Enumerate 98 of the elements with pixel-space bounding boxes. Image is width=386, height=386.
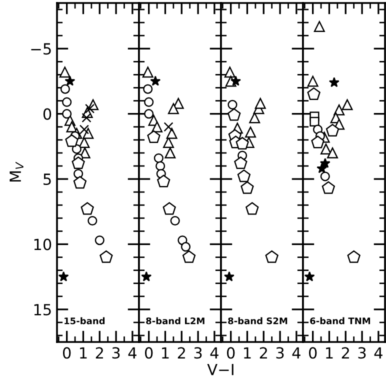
point xyxy=(316,163,328,174)
point xyxy=(164,122,174,132)
point xyxy=(66,121,78,132)
point xyxy=(326,124,340,136)
point xyxy=(82,112,92,123)
y-axis-title: M$_{V}$ xyxy=(10,162,24,182)
point xyxy=(156,161,166,171)
point xyxy=(72,156,85,170)
x-tick-label: 3 xyxy=(358,347,366,359)
point xyxy=(62,97,72,107)
point xyxy=(64,76,76,86)
point xyxy=(144,109,154,119)
x-tick-label: 4 xyxy=(210,347,218,358)
point xyxy=(224,271,234,282)
point xyxy=(224,66,236,78)
point xyxy=(82,128,94,139)
point xyxy=(150,76,161,86)
x-tick-label: 0 xyxy=(144,347,153,359)
point xyxy=(320,172,330,182)
point xyxy=(78,137,90,148)
point xyxy=(342,99,353,110)
x-tick-label: 4 xyxy=(128,347,136,358)
x-tick-label: 0 xyxy=(226,347,235,359)
y-tick-label: −5 xyxy=(31,43,51,55)
x-tick-label: 3 xyxy=(194,347,202,359)
y-tick-label: 10 xyxy=(34,238,52,250)
x-tick-label: 1 xyxy=(162,347,169,358)
x-tick-label: 2 xyxy=(342,347,349,358)
y-tick-label: 5 xyxy=(44,174,51,186)
point xyxy=(254,98,266,109)
point xyxy=(164,147,176,158)
point xyxy=(236,136,249,150)
y-tick-label: 0 xyxy=(43,108,52,120)
x-tick-label: 1 xyxy=(326,347,333,358)
x-tick-label: 0 xyxy=(308,347,317,359)
point xyxy=(230,76,242,86)
point xyxy=(152,121,163,132)
point xyxy=(162,202,176,215)
point xyxy=(142,66,154,78)
annotation: 8-band L2M xyxy=(146,317,204,324)
y-tick-label: 15 xyxy=(34,304,51,316)
point xyxy=(310,116,320,126)
annotation: 15-band xyxy=(64,317,105,324)
point xyxy=(245,126,256,138)
annotation: 6-band TNM xyxy=(310,317,370,324)
point xyxy=(74,169,84,179)
point xyxy=(144,97,154,107)
point xyxy=(307,76,318,87)
point xyxy=(157,174,170,188)
point xyxy=(327,147,338,158)
x-tick-label: 1 xyxy=(80,347,87,358)
point xyxy=(228,108,241,121)
x-tick-label: 2 xyxy=(178,347,185,358)
point xyxy=(237,170,251,182)
point xyxy=(59,66,70,78)
point xyxy=(180,242,191,252)
point xyxy=(320,144,332,155)
point xyxy=(170,216,180,226)
point xyxy=(347,250,360,263)
x-tick-label: 3 xyxy=(112,347,120,359)
point xyxy=(79,124,90,134)
x-tick-label: 2 xyxy=(260,347,267,358)
point xyxy=(73,176,87,189)
x-tick-label: 4 xyxy=(374,347,382,358)
point xyxy=(311,136,324,148)
point xyxy=(80,202,94,215)
point xyxy=(328,77,340,88)
point xyxy=(88,216,98,226)
point xyxy=(234,156,248,170)
point xyxy=(307,87,320,100)
x-tick-label: 0 xyxy=(62,347,71,359)
point xyxy=(100,250,113,263)
point xyxy=(60,84,70,94)
point xyxy=(168,103,179,114)
x-tick-label: 3 xyxy=(276,347,284,359)
point xyxy=(240,181,254,194)
point xyxy=(94,236,104,246)
point xyxy=(65,134,78,147)
x-tick-label: 2 xyxy=(96,347,103,358)
point xyxy=(228,100,238,110)
point xyxy=(147,130,160,143)
point xyxy=(58,271,69,282)
point xyxy=(314,20,325,32)
point xyxy=(166,128,178,139)
point xyxy=(163,137,174,148)
point xyxy=(85,104,95,114)
x-axis-title: V−I xyxy=(207,364,234,376)
point xyxy=(143,84,153,94)
x-tick-label: 1 xyxy=(244,347,251,358)
point xyxy=(322,181,335,194)
point xyxy=(182,250,196,263)
point xyxy=(62,109,72,119)
point xyxy=(265,250,278,263)
x-tick-label: 4 xyxy=(292,347,300,358)
point xyxy=(320,158,330,168)
annotation: 8-band S2M xyxy=(228,317,288,324)
point xyxy=(246,202,259,215)
point xyxy=(154,153,164,163)
